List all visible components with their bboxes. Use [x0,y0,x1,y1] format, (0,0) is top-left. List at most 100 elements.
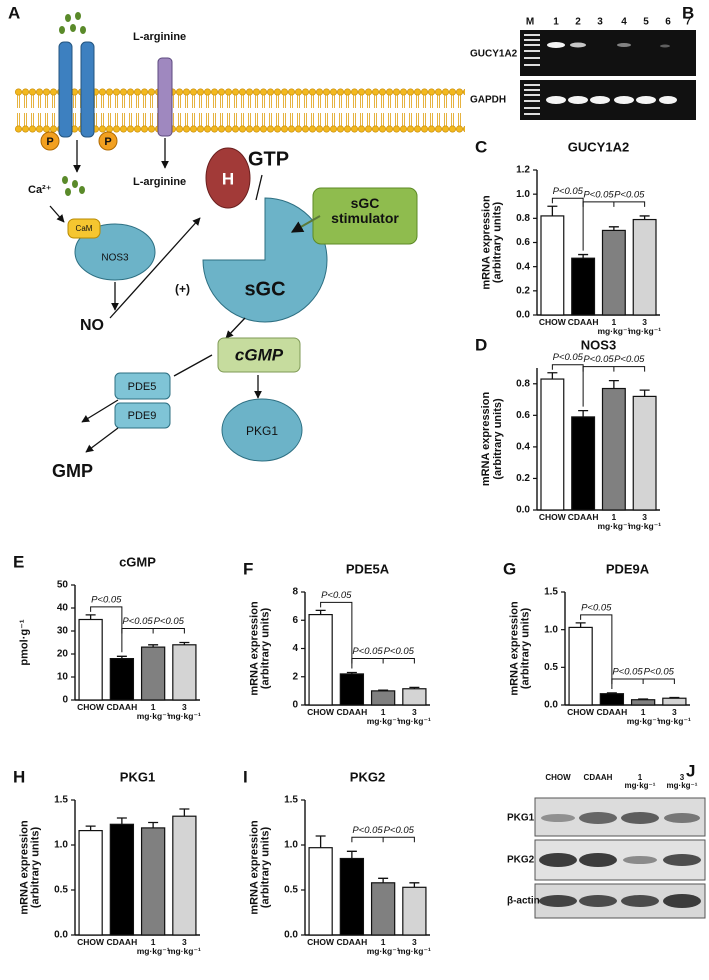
label: sGC [244,278,285,300]
label-box: 3 mg·kg⁻¹ [628,513,661,530]
bar [140,827,166,936]
annotation: P<0.05 [91,594,122,605]
label: 1 mg·kg⁻¹ [366,708,400,726]
bar [599,693,625,706]
label: mRNA expression (arbitrary units) [249,820,272,915]
label-box: 3 mg·kg⁻¹ [658,708,691,725]
label: PDE5 [128,381,157,393]
bar [172,815,197,936]
bar [601,387,626,511]
label: 1 mg·kg⁻¹ [366,938,400,956]
channel [58,41,73,138]
label: CDAAH [567,513,599,522]
label: 3 mg·kg⁻¹ [167,703,201,721]
label-box: CDAAH [106,703,138,712]
calcium-dots [62,176,85,196]
label: GMP [52,461,93,481]
annotation: P<0.05 [122,616,153,627]
label-box: CDAAH [336,708,368,717]
label: PKG1 [246,424,278,438]
label: NOS3 [101,253,129,264]
y-tick-label: 0.0 [516,310,530,321]
y-tick-label: 1.0 [516,189,530,200]
error-bar [409,882,420,888]
label: 3 mg·kg⁻¹ [397,938,431,956]
annotation: P<0.05 [553,186,584,197]
label-box: CHOW [77,938,105,947]
annotation: P<0.05 [583,354,614,365]
label: CHOW [77,938,105,947]
bar [402,688,427,706]
arginine-dots [59,12,86,34]
error-bar [608,226,619,231]
label-box: 3 mg·kg⁻¹ [398,708,431,725]
label: GTP [248,148,289,170]
label: 1 mg·kg⁻¹ [597,318,631,336]
label: CHOW [307,708,335,717]
y-tick-label: 0.6 [516,237,530,248]
label: CHOW [538,318,566,327]
label-box: 1 mg·kg⁻¹ [137,703,170,720]
bar [632,218,657,316]
label-box: CDAAH [107,938,138,946]
bar [172,644,197,701]
bar [370,882,396,936]
row-label: β-actin [507,896,540,907]
label: 1 mg·kg⁻¹ [626,708,660,726]
label-box: 1 mg·kg⁻¹ [366,708,400,726]
blot-bands [539,812,701,908]
y-tick-label: 0.5 [54,885,68,896]
y-tick-label: 1.0 [544,624,558,635]
pathway-diagram: A L-arginine P P Ca²⁺ L-arginine CaM NOS… [8,3,465,481]
label: CDAAH [106,703,138,712]
chart-title: GUCY1A2 [568,139,629,154]
label-box: CDAAH [567,513,599,522]
error-bar [315,609,326,615]
label: 1 mg·kg⁻¹ [136,938,170,956]
bracket [351,658,415,664]
bar [402,886,427,936]
panel-label: E [13,552,24,571]
label-box: CHOW [545,774,570,782]
arrow [81,399,119,423]
error-bar [606,692,617,694]
annotation: P<0.05 [384,825,415,836]
y-tick-label: 30 [57,626,69,637]
y-tick-label: 1.2 [516,165,530,176]
pkg1 [221,398,303,462]
bar [109,823,135,936]
line [255,174,263,201]
y-tick-label: 4 [292,643,298,654]
label: Ca²⁺ [28,184,52,196]
chart-title: cGMP [119,554,156,569]
label: CDAAH [336,708,368,717]
row-label: PKG2 [507,855,535,866]
y-tick-label: 8 [292,587,298,598]
lane-label: 6 [665,17,671,28]
annotation: P<0.05 [553,352,584,363]
label-box: 1 mg·kg⁻¹ [625,774,656,790]
row-label: GAPDH [470,95,506,106]
label-box: CDAAH [337,938,368,946]
y-tick-label: 0.5 [284,885,298,896]
label-box: 1 mg·kg⁻¹ [597,318,631,336]
error-bar [409,686,420,689]
bar [540,215,565,316]
label-box: sGC stimulator [331,196,399,225]
bar [308,847,333,936]
error-bar [378,877,389,883]
label-box: CDAAH [584,774,613,782]
error-bar [378,689,389,691]
bar [571,257,596,316]
y-tick-label: 1.5 [544,587,558,598]
annotation: P<0.05 [614,189,645,200]
stimulator [312,187,418,245]
arrow [49,205,65,223]
chart-title: PKG1 [120,769,155,784]
panel-label: J [686,761,695,780]
bar [662,697,687,706]
ladder [524,34,540,115]
label: CHOW [307,938,335,947]
panel-label: H [13,767,25,786]
y-tick-label: 1.0 [284,840,298,851]
